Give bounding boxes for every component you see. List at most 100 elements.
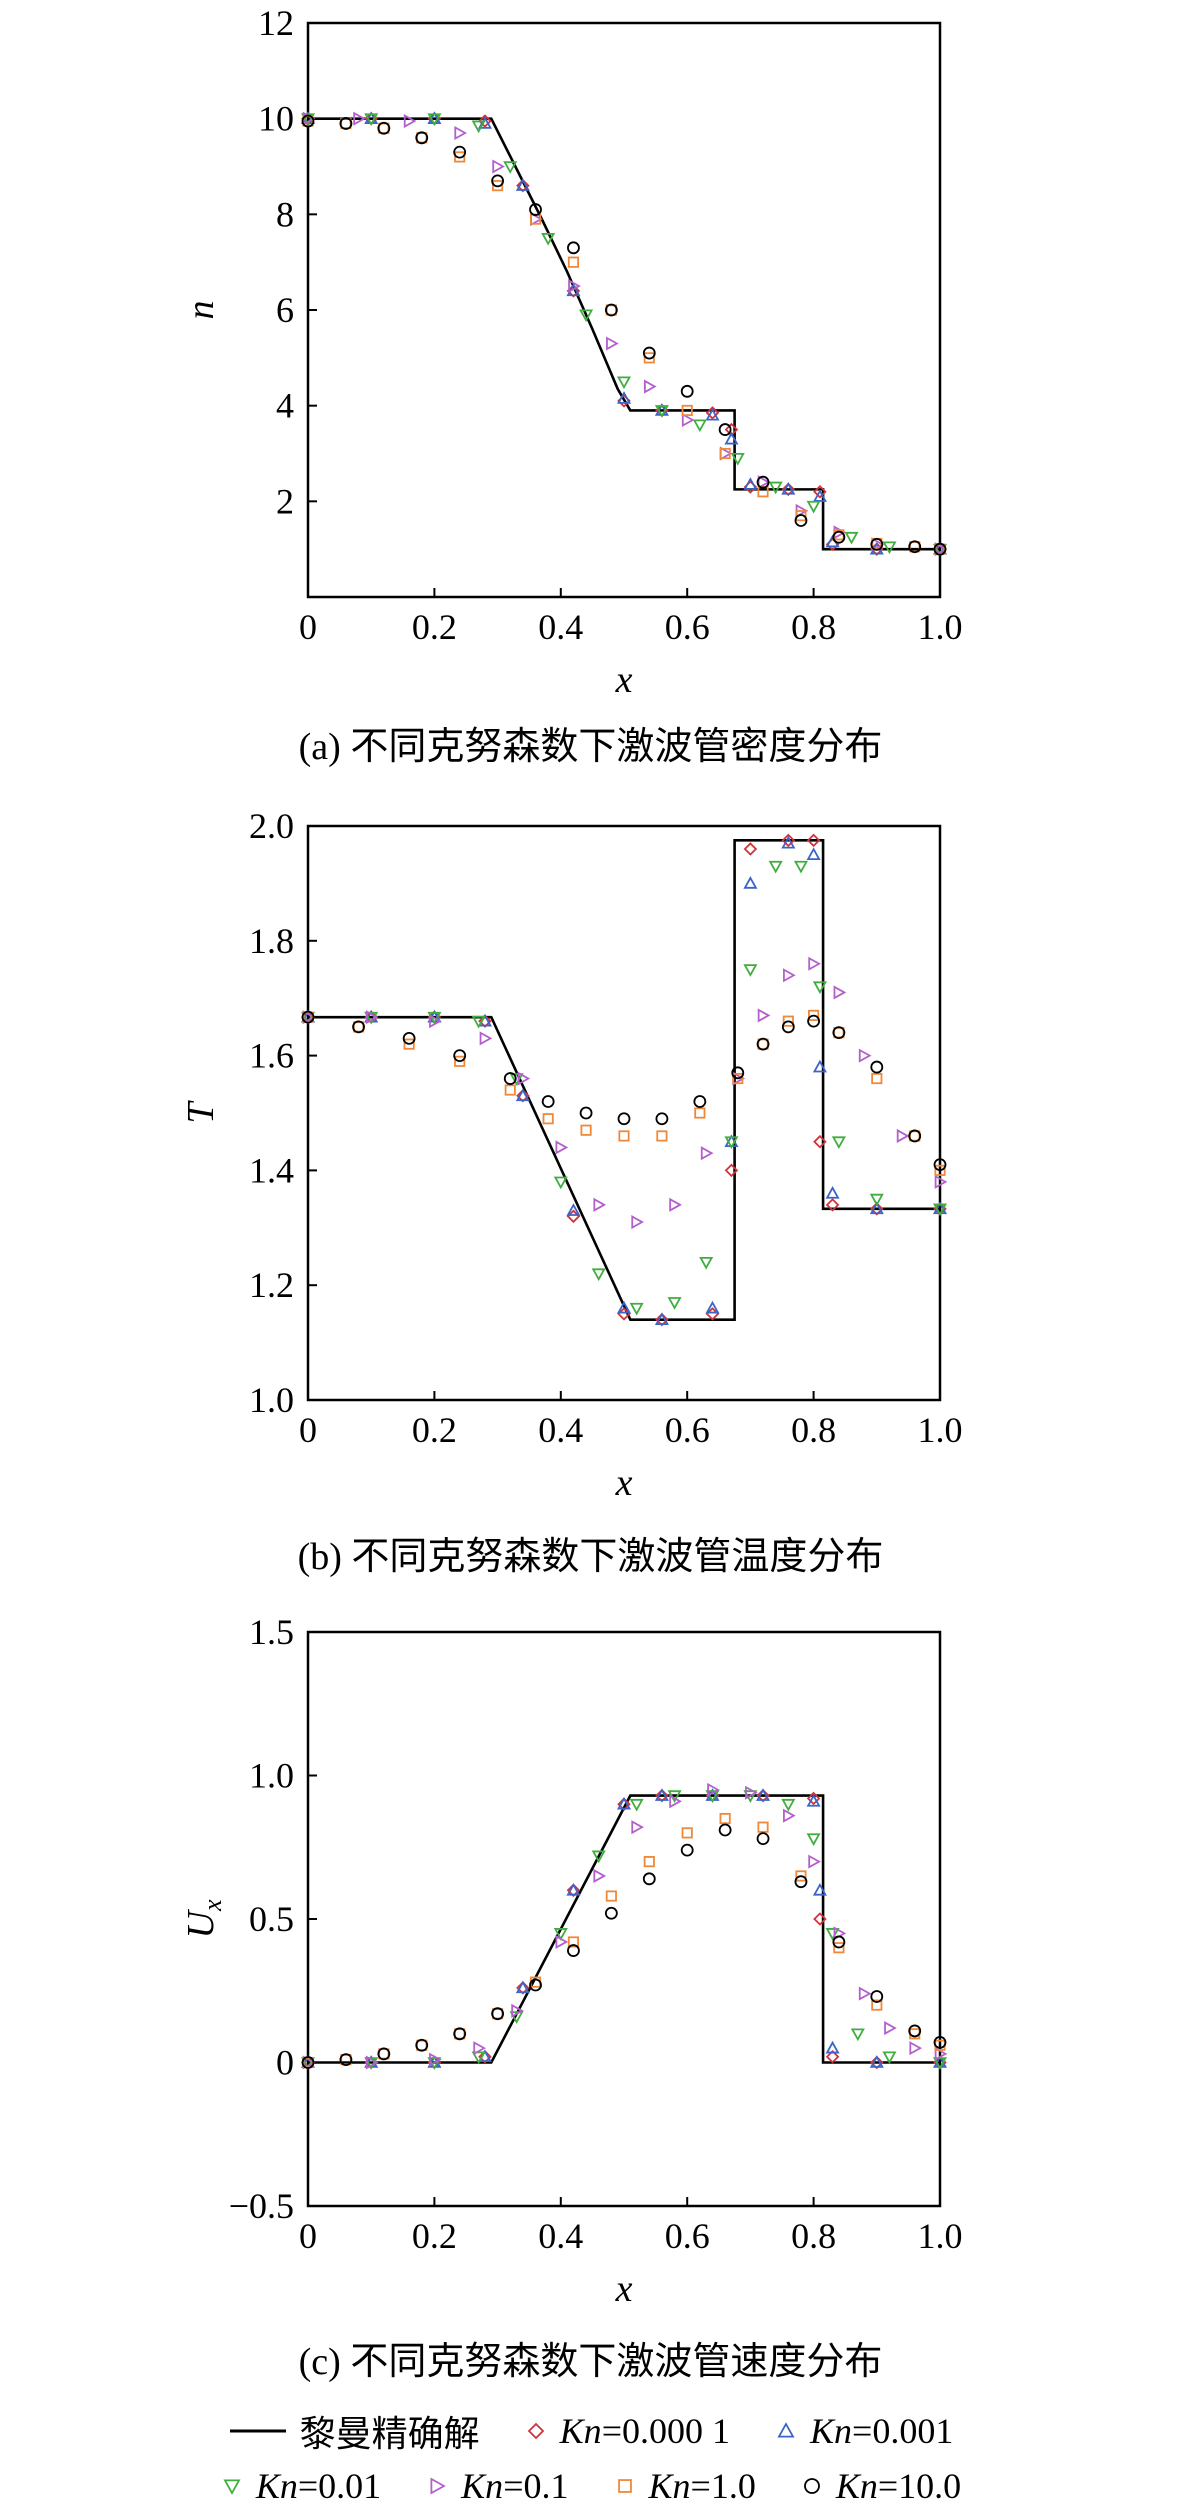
- chart-temperature: 0 0.2 0.4 0.6 0.8 1.0 1.0 1.2 1.4 1.6 1.8 2.0 x T: [180, 806, 963, 1504]
- data-point-kn0001: [566, 1203, 581, 1216]
- data-point-kn01: [606, 336, 619, 351]
- data-point-kn10: [301, 1010, 315, 1024]
- data-point-kn10: [529, 1978, 542, 1992]
- data-point-kn0001: [743, 477, 758, 490]
- data-point-kn10: [491, 2007, 505, 2021]
- data-point-kn001: [768, 860, 783, 874]
- data-point-kn001: [882, 2051, 897, 2065]
- data-point-kn10: [491, 174, 505, 188]
- data-point-kn10: [541, 1095, 555, 1108]
- data-point-kn0001: [566, 1882, 581, 1896]
- data-point-kn001: [806, 500, 821, 514]
- y-tick-label: −0.5: [229, 2186, 294, 2226]
- data-point-kn001: [793, 860, 808, 874]
- data-point-kn1: [694, 1107, 706, 1119]
- data-point-kn001: [831, 1136, 846, 1150]
- data-point-kn0001: [724, 431, 739, 445]
- legend-prefix-kn1: Kn: [648, 2466, 691, 2506]
- data-point-kn1: [605, 1890, 617, 1902]
- data-point-kn10: [794, 1875, 808, 1889]
- x-tick-label: 0.2: [412, 2216, 457, 2256]
- x-tick-label: 0.4: [538, 2216, 583, 2256]
- series-kn0001: [300, 1788, 948, 2068]
- legend-symbol-kn0001: [777, 2422, 795, 2438]
- data-point-kn01: [669, 1794, 682, 1809]
- data-point-kn00001: [724, 1163, 739, 1178]
- data-point-kn0001: [616, 391, 632, 404]
- series-kn0001: [300, 835, 948, 1325]
- data-point-kn001: [743, 964, 758, 977]
- data-point-kn01: [934, 1174, 948, 1189]
- data-point-kn00001: [617, 1797, 631, 1811]
- x-tick-label: 1.0: [918, 1410, 963, 1450]
- y-tick-label: 1.2: [249, 1265, 294, 1305]
- data-point-kn001: [591, 1850, 606, 1864]
- data-point-kn01: [429, 2052, 442, 2067]
- data-point-kn10: [415, 131, 429, 145]
- data-point-kn001: [553, 1928, 568, 1941]
- data-point-kn10: [415, 2038, 429, 2052]
- series-kn001: [300, 113, 948, 557]
- legend-symbol-kn1: [617, 2479, 632, 2493]
- legend-prefix-kn001: Kn: [255, 2466, 298, 2506]
- data-point-kn001: [882, 541, 897, 555]
- data-point-kn10: [567, 1944, 580, 1957]
- legend-prefix-kn01: Kn: [461, 2466, 504, 2506]
- data-point-kn01: [808, 956, 821, 971]
- data-point-kn1: [782, 1015, 794, 1027]
- legend-item-kn0001: Kn =0.001: [774, 2410, 953, 2452]
- data-point-kn10: [529, 203, 542, 216]
- data-point-kn1: [732, 1072, 744, 1085]
- data-point-kn10: [402, 1031, 416, 1045]
- legend-label-kn0001: =0.001: [852, 2411, 954, 2451]
- data-point-kn001: [850, 2028, 865, 2042]
- series-kn001: [300, 1790, 948, 2070]
- data-point-kn00001: [813, 484, 827, 499]
- data-point-kn01: [353, 111, 366, 126]
- data-point-kn01: [833, 985, 847, 1000]
- series-kn10: [301, 1010, 947, 1172]
- data-point-kn10: [301, 2056, 315, 2069]
- exact-solution-line: [308, 1794, 940, 2064]
- data-point-kn10: [377, 121, 391, 135]
- legend-marker-kn001: [223, 2479, 241, 2495]
- data-point-kn001: [471, 120, 486, 134]
- data-point-kn00001: [743, 842, 758, 856]
- data-point-kn1: [567, 256, 580, 268]
- legend-marker-kn01: [430, 2477, 447, 2495]
- data-point-kn01: [884, 2021, 897, 2036]
- data-point-kn001: [654, 405, 669, 418]
- data-point-kn10: [617, 1112, 631, 1126]
- y-axis-label: Ux: [180, 1899, 227, 1938]
- x-tick-label: 0: [299, 607, 317, 647]
- data-point-kn001: [579, 309, 594, 323]
- data-point-kn01: [568, 279, 581, 294]
- caption-density: (a) 不同克努森数下激波管密度分布: [298, 726, 883, 768]
- y-tick-label: 12: [258, 3, 294, 43]
- data-point-kn1: [618, 1130, 630, 1142]
- data-point-kn1: [643, 1856, 655, 1868]
- x-tick-label: 0.8: [791, 607, 836, 647]
- x-tick-label: 0.2: [412, 607, 457, 647]
- x-tick-label: 0.6: [665, 607, 710, 647]
- y-tick-label: 10: [258, 99, 294, 139]
- data-point-kn001: [724, 1136, 739, 1150]
- legend-label-kn10: =10.0: [877, 2466, 962, 2506]
- data-point-kn1: [795, 1870, 807, 1882]
- series-kn10: [301, 114, 947, 556]
- x-tick-label: 0.4: [538, 1410, 583, 1450]
- data-point-kn1: [656, 1130, 668, 1142]
- data-point-kn001: [869, 1193, 884, 1207]
- data-point-kn10: [870, 1990, 884, 2003]
- legend-prefix-kn0001: Kn: [810, 2411, 853, 2451]
- data-point-kn0001: [705, 407, 720, 421]
- data-point-kn1: [871, 1999, 883, 2011]
- series-kn10: [301, 1823, 947, 2069]
- data-point-kn001: [553, 1176, 568, 1190]
- data-point-kn0001: [869, 2055, 884, 2068]
- data-point-kn00001: [705, 406, 720, 420]
- data-point-kn1: [454, 1055, 466, 1067]
- data-point-kn001: [806, 1833, 821, 1846]
- x-tick-label: 0: [299, 1410, 317, 1450]
